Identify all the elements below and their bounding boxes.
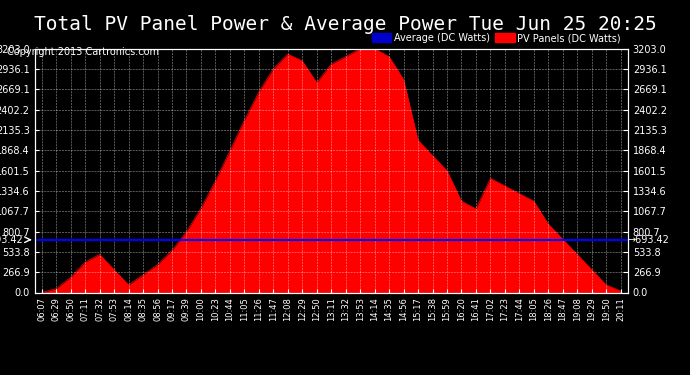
Text: →693.42: →693.42 — [628, 235, 669, 245]
Text: 693.42: 693.42 — [0, 235, 23, 245]
Text: Total PV Panel Power & Average Power Tue Jun 25 20:25: Total PV Panel Power & Average Power Tue… — [34, 15, 656, 34]
Legend: Average (DC Watts), PV Panels (DC Watts): Average (DC Watts), PV Panels (DC Watts) — [370, 31, 623, 45]
Text: Copyright 2013 Cartronics.com: Copyright 2013 Cartronics.com — [7, 47, 159, 57]
